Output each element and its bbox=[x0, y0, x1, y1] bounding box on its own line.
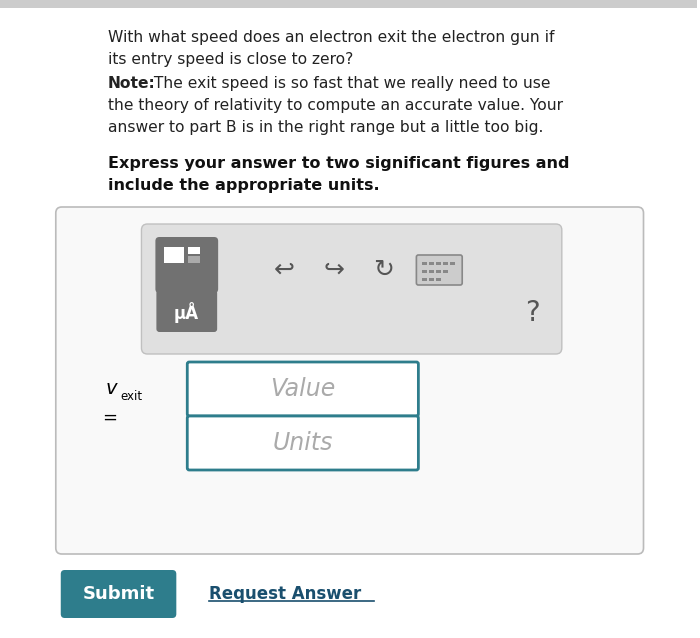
Text: its entry speed is close to zero?: its entry speed is close to zero? bbox=[108, 52, 353, 67]
Bar bbox=[429, 278, 434, 281]
Text: ↩: ↩ bbox=[274, 258, 295, 282]
Bar bbox=[164, 247, 184, 263]
Bar bbox=[450, 262, 455, 265]
FancyBboxPatch shape bbox=[188, 362, 419, 416]
Text: Submit: Submit bbox=[83, 585, 155, 603]
FancyBboxPatch shape bbox=[61, 570, 176, 618]
Text: exit: exit bbox=[120, 390, 143, 403]
Bar bbox=[436, 262, 441, 265]
Bar bbox=[429, 262, 434, 265]
Text: Value: Value bbox=[270, 377, 335, 401]
FancyBboxPatch shape bbox=[56, 207, 643, 554]
Text: ↻: ↻ bbox=[373, 258, 394, 282]
Text: Request Answer: Request Answer bbox=[209, 585, 361, 603]
Text: include the appropriate units.: include the appropriate units. bbox=[108, 178, 379, 193]
Text: v: v bbox=[106, 378, 118, 397]
Bar bbox=[188, 256, 200, 263]
Bar bbox=[429, 270, 434, 273]
FancyBboxPatch shape bbox=[155, 237, 218, 293]
Bar bbox=[436, 270, 441, 273]
Bar bbox=[188, 247, 200, 254]
Bar bbox=[422, 270, 427, 273]
Text: Units: Units bbox=[272, 431, 333, 455]
Text: the theory of relativity to compute an accurate value. Your: the theory of relativity to compute an a… bbox=[108, 98, 563, 113]
FancyBboxPatch shape bbox=[141, 224, 562, 354]
Text: Note:: Note: bbox=[108, 76, 155, 91]
Bar bbox=[0, 0, 697, 8]
FancyBboxPatch shape bbox=[188, 416, 419, 470]
Bar bbox=[443, 262, 448, 265]
Text: answer to part B is in the right range but a little too big.: answer to part B is in the right range b… bbox=[108, 120, 543, 135]
Bar bbox=[422, 262, 427, 265]
Text: μÅ: μÅ bbox=[174, 302, 199, 323]
Text: ?: ? bbox=[526, 299, 540, 327]
Bar bbox=[443, 270, 448, 273]
Text: ↪: ↪ bbox=[323, 258, 344, 282]
Bar bbox=[422, 278, 427, 281]
Bar bbox=[436, 278, 441, 281]
Text: With what speed does an electron exit the electron gun if: With what speed does an electron exit th… bbox=[108, 30, 554, 45]
FancyBboxPatch shape bbox=[156, 290, 217, 332]
FancyBboxPatch shape bbox=[416, 255, 462, 285]
Text: The exit speed is so fast that we really need to use: The exit speed is so fast that we really… bbox=[149, 76, 551, 91]
Text: =: = bbox=[102, 409, 117, 427]
Text: Express your answer to two significant figures and: Express your answer to two significant f… bbox=[108, 156, 569, 171]
